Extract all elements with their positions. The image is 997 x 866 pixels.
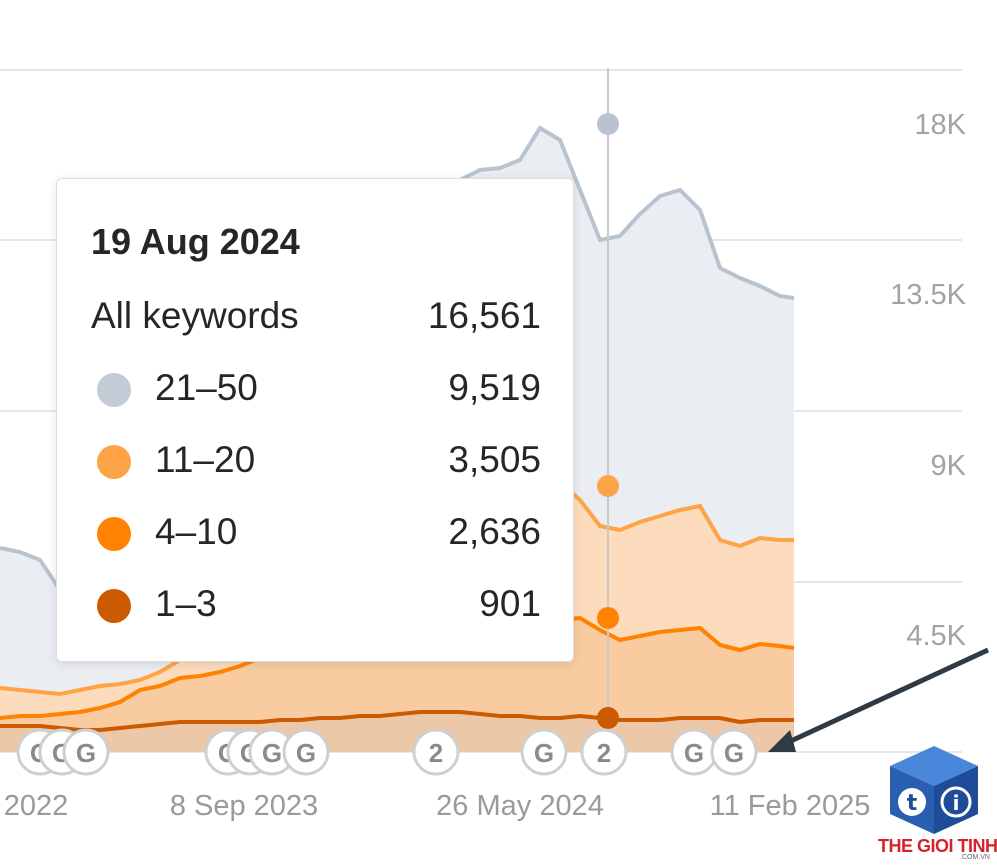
annotation-arrowhead — [768, 730, 796, 752]
hover-dot-4-10 — [597, 607, 619, 629]
hover-dot-1-3 — [597, 707, 619, 729]
x-tick-label: 8 Sep 2023 — [170, 790, 318, 822]
x-tick-label: 11 Feb 2025 — [710, 790, 871, 822]
legend-dot-4-10 — [97, 517, 131, 551]
tooltip-value-1-3: 901 — [479, 583, 541, 624]
tooltip-label-21-50: 21–50 — [155, 367, 258, 408]
hover-dot-11-20 — [597, 475, 619, 497]
tooltip-date: 19 Aug 2024 — [91, 221, 300, 262]
cube-logo-icon: t i — [890, 746, 978, 834]
tooltip-label-4-10: 4–10 — [155, 511, 238, 552]
tooltip-row-11-20: 11–20 3,505 — [91, 435, 541, 485]
y-tick-label: 13.5K — [890, 279, 966, 311]
y-tick-label: 4.5K — [906, 620, 966, 652]
event-marker-label: G — [262, 738, 282, 768]
tooltip-row-21-50: 21–50 9,519 — [91, 363, 541, 413]
event-marker-label: G — [296, 738, 316, 768]
y-tick-label: 18K — [914, 109, 966, 141]
svg-text:i: i — [953, 791, 960, 815]
series-line-1-3 — [0, 710, 794, 732]
event-marker — [710, 728, 758, 776]
tooltip: 19 Aug 2024 All keywords 16,561 21–50 9,… — [56, 178, 574, 662]
legend-dot-21-50 — [97, 373, 131, 407]
x-tick-label: 2022 — [4, 790, 69, 822]
tooltip-label-11-20: 11–20 — [155, 439, 256, 480]
tooltip-row-all-keywords: All keywords 16,561 — [91, 291, 541, 341]
watermark-logo: t i THE GIOI TINHOC .COM.VN — [878, 742, 997, 861]
event-marker-label: 2 — [597, 738, 611, 768]
annotation-arrow — [778, 647, 990, 749]
event-marker-label: 2 — [429, 738, 443, 768]
event-marker-label: G — [534, 738, 554, 768]
event-marker-label: G — [724, 738, 744, 768]
watermark-text: THE GIOI TINHOC — [878, 836, 997, 856]
event-marker — [580, 728, 628, 776]
x-tick-label: 26 May 2024 — [436, 790, 604, 822]
event-marker-label: G — [76, 738, 96, 768]
tooltip-value-11-20: 3,505 — [448, 439, 541, 480]
hover-dot-21-50 — [597, 113, 619, 135]
tooltip-row-1-3: 1–3 901 — [91, 579, 541, 629]
legend-dot-11-20 — [97, 445, 131, 479]
tooltip-label-1-3: 1–3 — [155, 583, 217, 624]
event-marker — [282, 728, 330, 776]
tooltip-row-4-10: 4–10 2,636 — [91, 507, 541, 557]
event-marker — [412, 728, 460, 776]
svg-text:t: t — [907, 791, 918, 816]
tooltip-total-label: All keywords — [91, 295, 299, 336]
event-marker-label: G — [684, 738, 704, 768]
event-marker — [62, 728, 110, 776]
tooltip-value-21-50: 9,519 — [448, 367, 541, 408]
event-marker — [520, 728, 568, 776]
tooltip-total-value: 16,561 — [427, 295, 541, 336]
watermark-subtext: .COM.VN — [960, 854, 990, 861]
y-tick-label: 9K — [931, 450, 967, 482]
legend-dot-1-3 — [97, 589, 131, 623]
tooltip-value-4-10: 2,636 — [448, 511, 541, 552]
